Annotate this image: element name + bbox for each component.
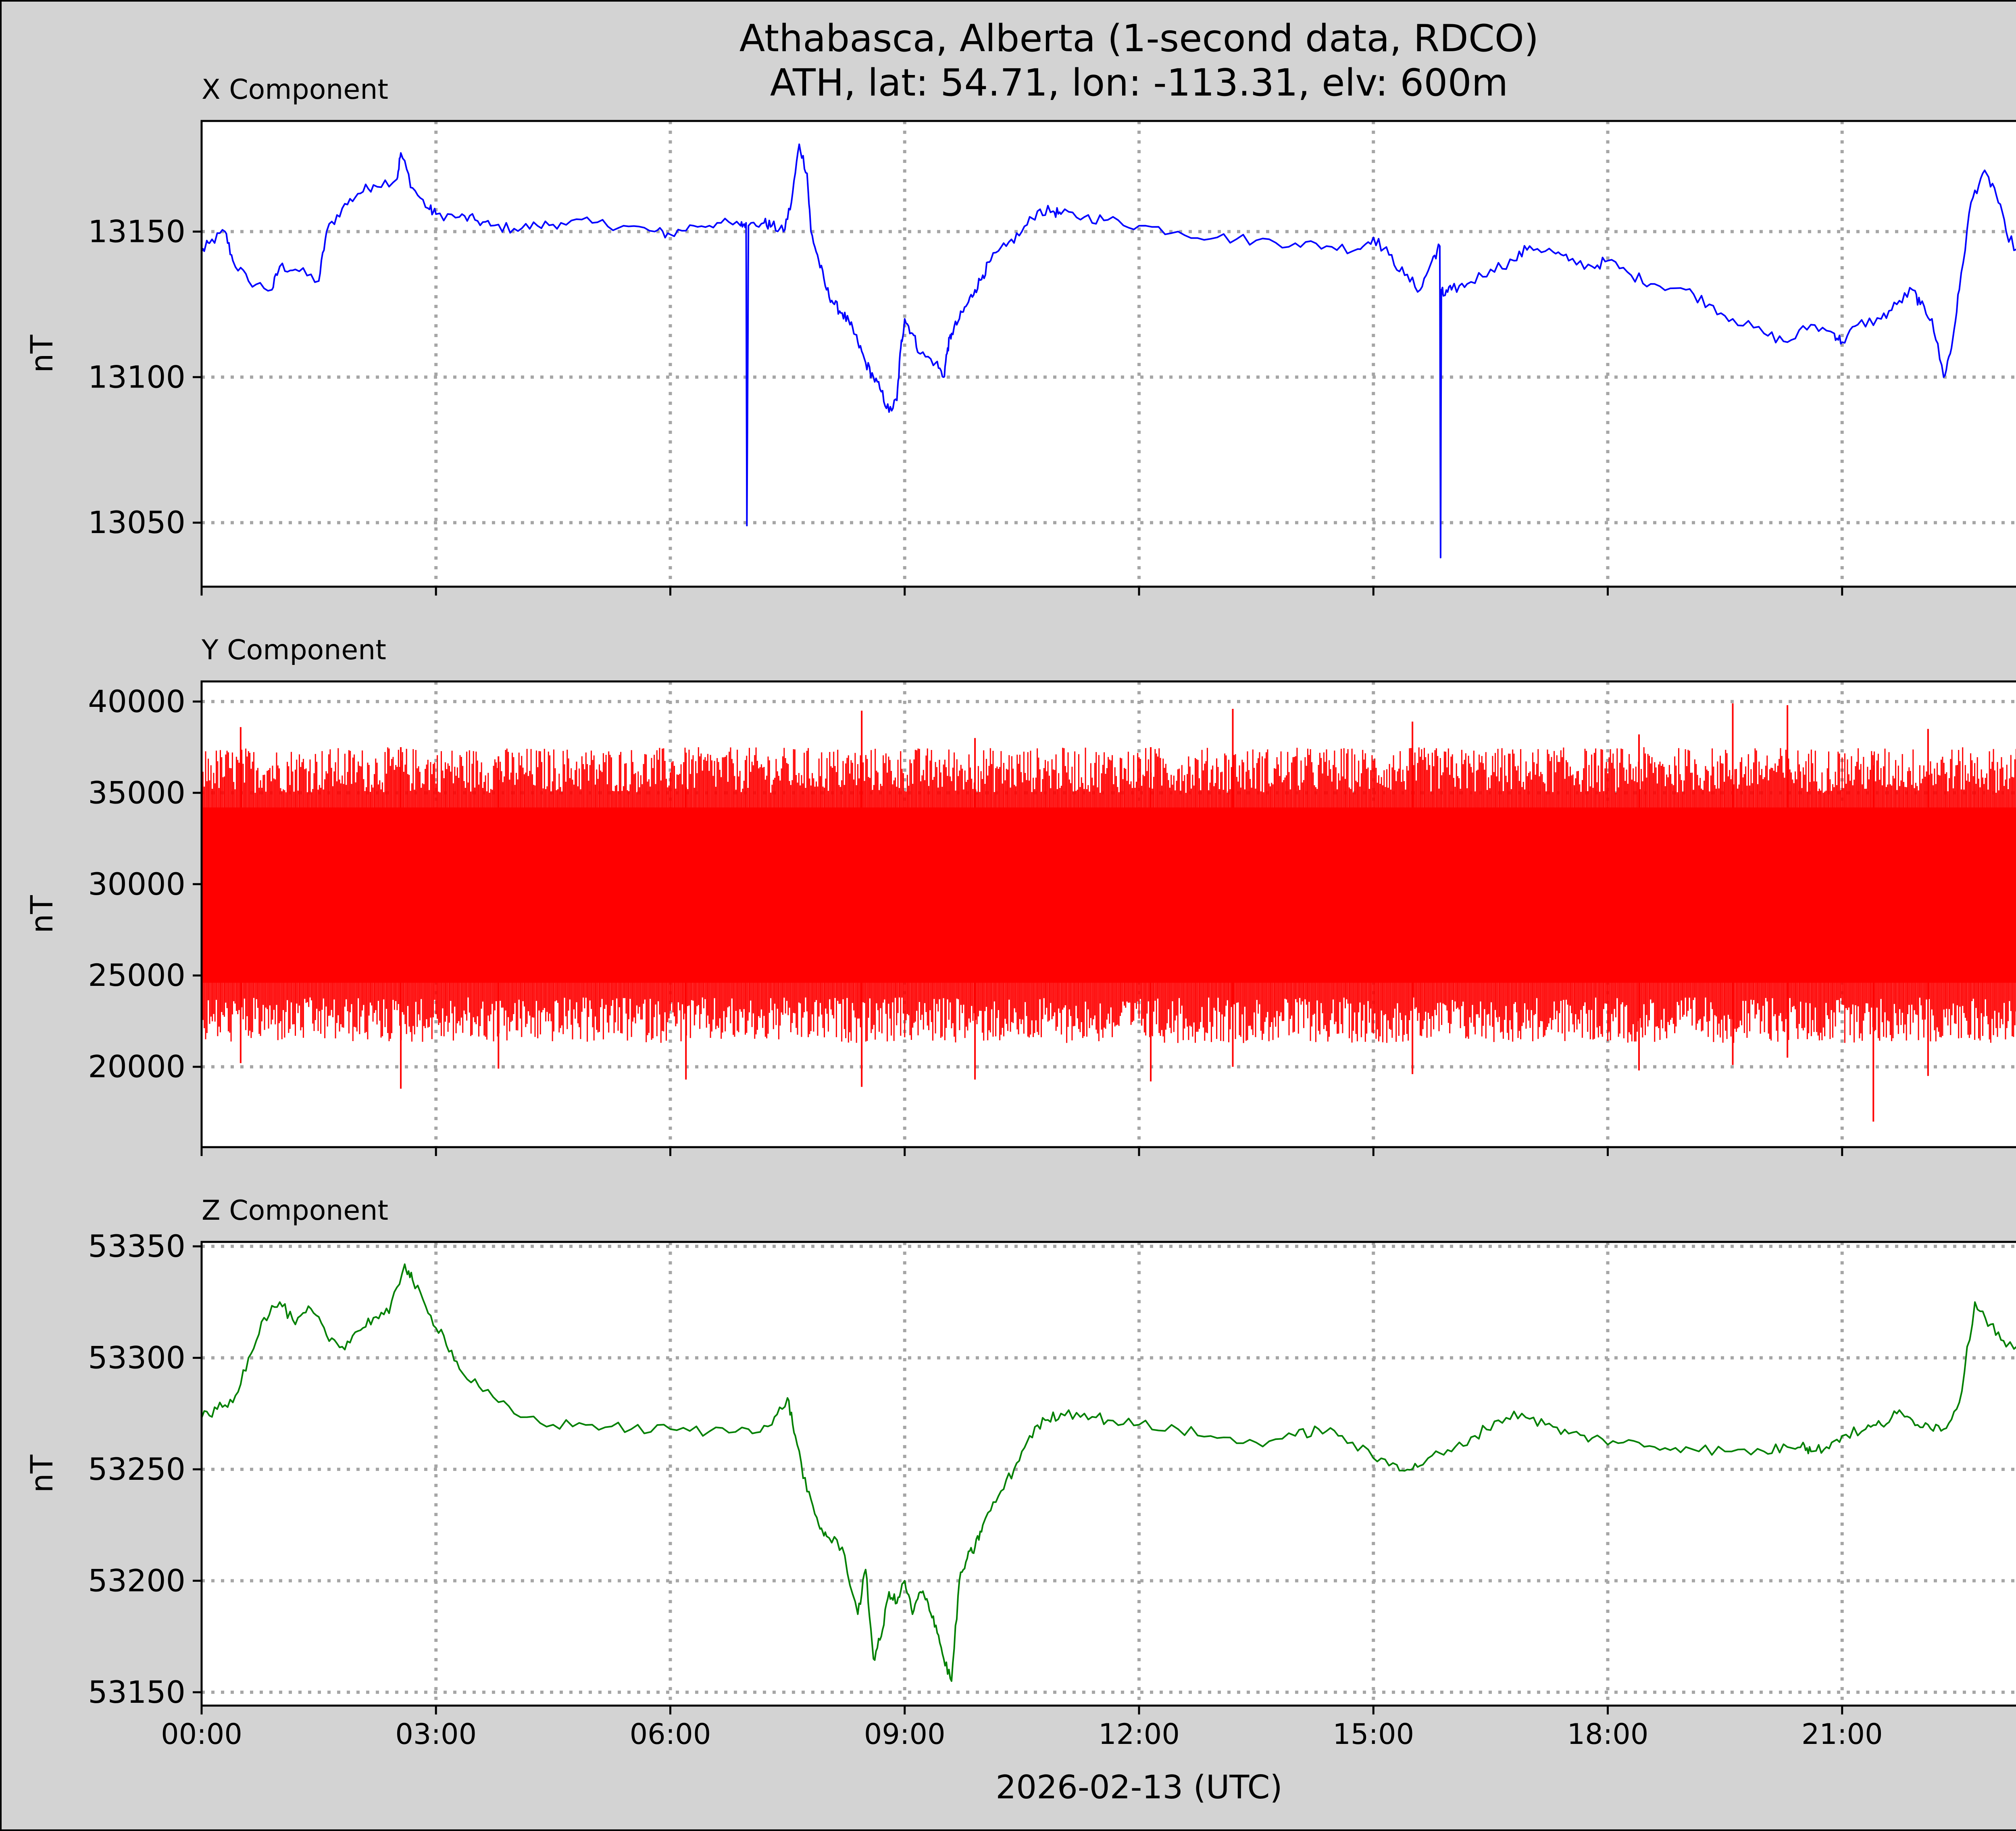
series-line [202, 143, 2016, 558]
y-axis-label: nT [24, 895, 60, 933]
panels: 13050 13100 13150 X Component nT 20000 25000 30… [24, 74, 2016, 1751]
panel-title: Z Component [202, 1195, 388, 1227]
series-group [202, 1263, 2016, 1682]
y-tick-label: 30000 [88, 866, 185, 902]
panel-title: Y Component [201, 634, 386, 666]
x-tick-label: 00:00 [161, 1718, 242, 1751]
x-tick-label: 03:00 [395, 1718, 477, 1751]
figure-title-line2: ATH, lat: 54.71, lon: -113.31, elv: 600m [770, 61, 1508, 104]
plot-area [202, 121, 2016, 587]
x-tick-label: 18:00 [1567, 1718, 1649, 1751]
x-axis-label: 2026-02-13 (UTC) [996, 1769, 1282, 1806]
panel-y: 20000 25000 30000 35000 40000 Y Component nT [24, 634, 2016, 1156]
y-tick-label: 40000 [88, 683, 185, 719]
y-tick-label: 53200 [88, 1562, 185, 1598]
y-tick-label: 25000 [88, 957, 185, 993]
series-band [202, 747, 2016, 1043]
y-axis-label: nT [24, 1454, 60, 1493]
y-tick-label: 53150 [88, 1674, 185, 1710]
y-tick-label: 13150 [88, 213, 185, 249]
panel-x: 13050 13100 13150 X Component nT [24, 74, 2016, 596]
y-tick-label: 53300 [88, 1340, 185, 1376]
y-tick-label: 13100 [88, 359, 185, 395]
figure-title-line1: Athabasca, Alberta (1-second data, RDCO) [739, 17, 1539, 60]
series-group [202, 703, 2016, 1122]
y-tick-label: 53350 [88, 1228, 185, 1264]
panel-title: X Component [202, 74, 388, 106]
x-tick-label: 21:00 [1801, 1718, 1883, 1751]
series-line [202, 1263, 2016, 1682]
x-tick-label: 09:00 [864, 1718, 946, 1751]
x-tick-label: 12:00 [1098, 1718, 1180, 1751]
x-tick-label: 06:00 [630, 1718, 711, 1751]
panel-z: 00:00 03:00 06:00 09:00 12:00 15:00 18:00 21:00… [24, 1195, 2016, 1751]
series-group [202, 143, 2016, 558]
plot-area [202, 1242, 2016, 1706]
y-tick-label: 35000 [88, 775, 185, 810]
x-tick-label: 15:00 [1333, 1718, 1414, 1751]
y-tick-label: 53250 [88, 1451, 185, 1487]
y-tick-label: 20000 [88, 1049, 185, 1085]
y-axis-label: nT [24, 335, 60, 373]
y-tick-label: 13050 [88, 504, 185, 540]
